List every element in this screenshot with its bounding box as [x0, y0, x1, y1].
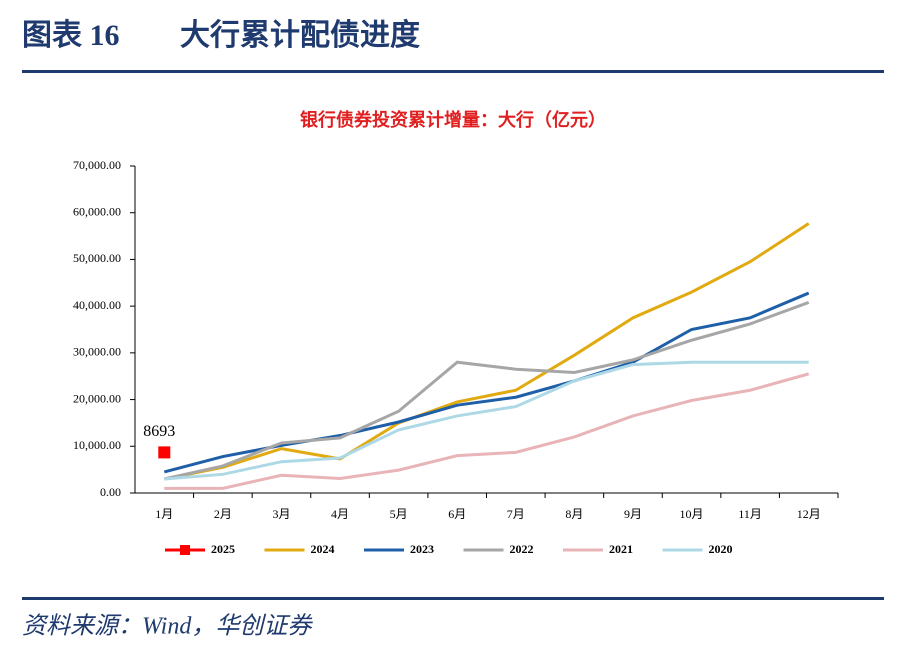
y-tick-label: 70,000.00: [73, 158, 121, 172]
y-tick-label: 60,000.00: [73, 204, 121, 218]
x-tick-label: 1月: [155, 507, 173, 521]
footer-rule: [22, 597, 884, 600]
y-tick-label: 30,000.00: [73, 345, 121, 359]
legend-label: 2020: [709, 542, 733, 556]
series-line: [164, 360, 809, 481]
series-line: [163, 300, 810, 481]
x-tick-label: 6月: [448, 507, 466, 521]
legend-label: 2025: [211, 542, 235, 556]
x-tick-label: 2月: [214, 507, 232, 521]
chart-title: 银行债券投资累计增量：大行（亿元）: [300, 109, 606, 130]
legend-marker: [180, 545, 190, 555]
series-line: [163, 291, 810, 474]
source: 资料来源：Wind，华创证券: [22, 613, 313, 640]
y-tick-label: 50,000.00: [73, 251, 121, 265]
x-tick-label: 11月: [738, 507, 762, 521]
x-tick-label: 10月: [680, 507, 704, 521]
legend-label: 2023: [410, 542, 434, 556]
y-tick-label: 20,000.00: [73, 391, 121, 405]
series-line: [163, 222, 810, 481]
series-line: [164, 372, 810, 490]
y-tick-label: 40,000.00: [73, 298, 121, 312]
figure-title: 大行累计配债进度: [180, 19, 420, 52]
point-marker: [158, 446, 171, 459]
y-tick-label: 0.00: [100, 485, 121, 499]
figure-label: 图表 16: [22, 19, 120, 52]
legend-label: 2021: [609, 542, 633, 556]
data-label: 8693: [143, 423, 175, 440]
x-tick-label: 8月: [565, 507, 583, 521]
legend-label: 2024: [311, 542, 335, 556]
legend-label: 2022: [510, 542, 534, 556]
x-tick-label: 12月: [797, 507, 821, 521]
x-tick-label: 7月: [507, 507, 525, 521]
x-tick-label: 3月: [272, 507, 290, 521]
header-rule: [22, 70, 884, 73]
x-tick-label: 9月: [624, 507, 642, 521]
x-tick-label: 5月: [390, 507, 408, 521]
y-tick-label: 10,000.00: [73, 438, 121, 452]
x-tick-label: 4月: [331, 507, 349, 521]
